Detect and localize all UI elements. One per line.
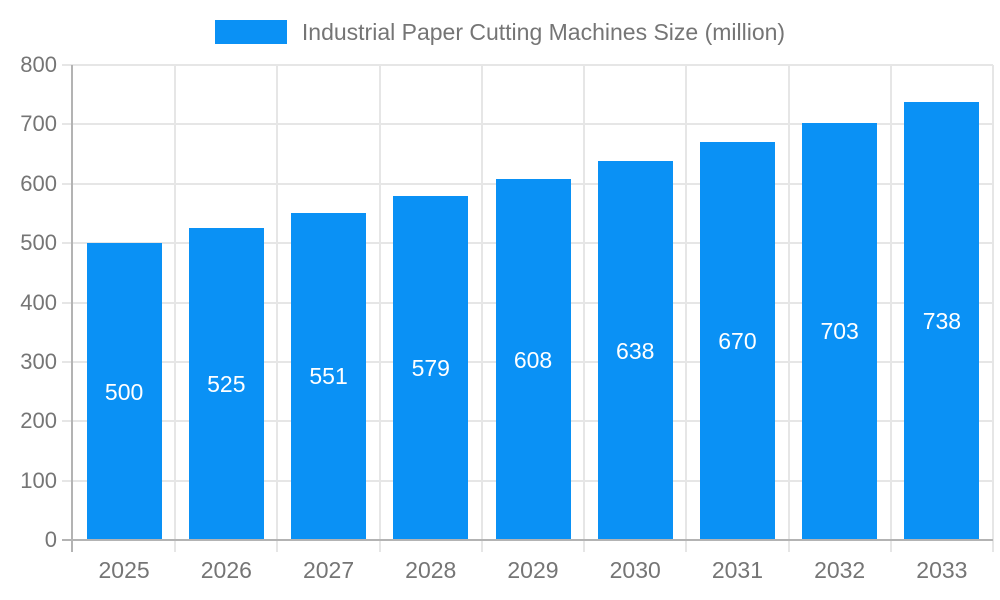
- y-gridline: [62, 64, 993, 66]
- bar-value-label: 500: [104, 378, 144, 405]
- x-axis-label: 2026: [200, 557, 252, 583]
- y-axis-label: 0: [44, 527, 57, 552]
- x-gridline: [276, 65, 279, 552]
- x-gridline: [583, 65, 586, 552]
- y-axis-label: 600: [20, 170, 57, 196]
- bar[interactable]: [904, 101, 980, 540]
- x-axis-label: 2030: [609, 557, 661, 583]
- x-axis-label: 2027: [302, 557, 355, 583]
- x-gridline: [992, 65, 994, 552]
- x-axis-label: 2029: [507, 557, 559, 583]
- x-gridline: [787, 65, 790, 552]
- bar-value-label: 670: [718, 328, 757, 355]
- bar-value-label: 608: [513, 346, 553, 373]
- y-gridline: [62, 123, 993, 126]
- x-axis-label: 2031: [711, 557, 764, 583]
- x-gridline: [378, 65, 381, 552]
- x-axis-line: [62, 539, 993, 541]
- x-axis-label: 2025: [98, 557, 150, 583]
- bar-value-label: 551: [309, 363, 348, 390]
- legend-swatch: [214, 20, 287, 44]
- bar[interactable]: [699, 142, 775, 540]
- y-axis-label: 100: [20, 467, 57, 493]
- legend-label: Industrial Paper Cutting Machines Size (…: [301, 18, 786, 45]
- x-axis-label: 2033: [916, 557, 968, 583]
- bar-value-label: 738: [922, 307, 962, 334]
- y-axis-label: 500: [20, 230, 57, 256]
- bar[interactable]: [495, 179, 571, 540]
- y-axis-label: 300: [20, 348, 57, 374]
- bar[interactable]: [597, 161, 673, 540]
- legend[interactable]: Industrial Paper Cutting Machines Size (…: [0, 17, 1000, 47]
- x-gridline: [889, 65, 892, 552]
- bar[interactable]: [86, 243, 162, 540]
- y-axis-label: 800: [20, 52, 57, 77]
- bar[interactable]: [291, 212, 367, 540]
- bar-value-label: 525: [207, 371, 246, 398]
- bar-value-label: 638: [616, 337, 655, 364]
- bar[interactable]: [393, 196, 469, 540]
- y-axis-label: 700: [20, 111, 57, 137]
- bar-value-label: 703: [820, 318, 859, 345]
- x-axis-label: 2028: [405, 557, 457, 583]
- y-axis-line: [71, 65, 73, 552]
- x-axis-label: 2032: [814, 557, 866, 583]
- bar-value-label: 579: [411, 355, 450, 382]
- bar[interactable]: [802, 122, 878, 540]
- y-axis-label: 200: [20, 408, 57, 434]
- x-gridline: [480, 65, 483, 552]
- x-gridline: [174, 65, 177, 552]
- y-axis-label: 400: [20, 289, 57, 315]
- bar[interactable]: [188, 228, 264, 540]
- x-gridline: [685, 65, 688, 552]
